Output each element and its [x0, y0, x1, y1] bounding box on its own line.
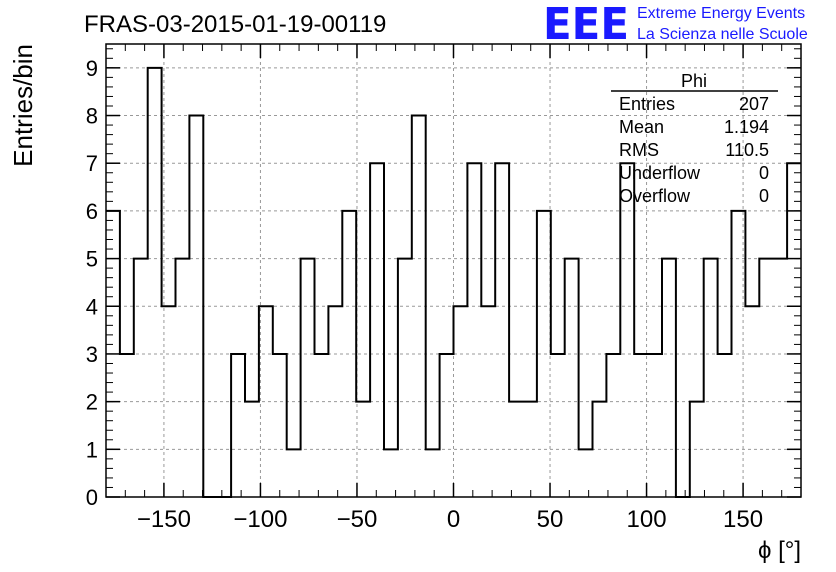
x-axis-label: ϕ [°]	[758, 537, 801, 564]
histogram-series	[106, 66, 801, 498]
stats-box: Phi Entries 207 Mean 1.194 RMS 110.5 Underflow…	[611, 71, 778, 206]
y-tick-label: 0	[86, 485, 98, 510]
grid-lines	[106, 44, 801, 497]
histogram-bin	[301, 259, 315, 497]
tick-labels: 0 1 2 3 4 5 6 7 8 9 −150 −100 −50 0 50 100 150	[86, 56, 763, 533]
histogram-bin	[745, 306, 759, 497]
histogram-bin	[495, 163, 509, 497]
y-tick-label: 5	[86, 247, 98, 272]
stats-row-value: 1.194	[724, 117, 769, 137]
chart-title: FRAS-03-2015-01-19-00119	[84, 11, 386, 38]
histogram-bin	[648, 354, 662, 497]
eee-logo: EEE Extreme Energy Events La Scienza nel…	[543, 0, 808, 50]
histogram-bin	[579, 449, 593, 497]
histogram-bin	[398, 259, 412, 497]
histogram-bin	[773, 259, 787, 497]
stats-row-label: Overflow	[619, 186, 691, 206]
histogram-bin	[176, 259, 190, 497]
histogram-bin	[148, 68, 162, 497]
y-tick-label: 2	[86, 390, 98, 415]
x-tick-label: −150	[137, 506, 191, 533]
y-tick-label: 6	[86, 199, 98, 224]
axis-ticks	[106, 44, 801, 498]
x-tick-label: 150	[723, 506, 763, 533]
x-tick-label: −50	[337, 506, 378, 533]
histogram-bin	[704, 259, 718, 497]
histogram-bin	[384, 449, 398, 497]
y-tick-label: 1	[86, 437, 98, 462]
x-tick-label: 0	[447, 506, 460, 533]
histogram-bin	[787, 163, 801, 497]
histogram-bin	[287, 449, 301, 497]
stats-row-label: Entries	[619, 94, 675, 114]
histogram-bin	[759, 259, 773, 497]
histogram-bin	[620, 163, 634, 497]
eee-logo-line1: Extreme Energy Events	[637, 5, 805, 22]
histogram-bin	[231, 354, 245, 497]
histogram-bin	[134, 259, 148, 497]
histogram-outline	[106, 66, 801, 498]
histogram-bin	[551, 354, 565, 497]
histogram-bin	[662, 259, 676, 497]
stats-row-label: Underflow	[619, 163, 701, 183]
histogram-bin	[634, 354, 648, 497]
stats-row-value: 207	[739, 94, 769, 114]
eee-logo-mark: EEE	[543, 0, 629, 50]
stats-row-value: 110.5	[725, 140, 769, 160]
stats-row-value: 0	[759, 186, 769, 206]
histogram-bin	[565, 259, 579, 497]
stats-row-value: 0	[759, 163, 769, 183]
y-tick-label: 3	[86, 342, 98, 367]
histogram-bin	[718, 354, 732, 497]
eee-logo-line2: La Scienza nelle Scuole	[637, 26, 808, 43]
y-tick-label: 9	[86, 56, 98, 81]
y-tick-label: 8	[86, 104, 98, 129]
histogram-bin	[120, 354, 134, 497]
histogram-bin	[315, 354, 329, 497]
stats-row-label: Mean	[619, 117, 664, 137]
histogram-bin	[467, 163, 481, 497]
x-tick-label: 100	[627, 506, 667, 533]
stats-row-label: RMS	[619, 140, 659, 160]
y-tick-label: 7	[86, 151, 98, 176]
stats-box-title: Phi	[681, 71, 707, 91]
histogram-bin	[426, 449, 440, 497]
histogram-bin	[370, 163, 384, 497]
y-tick-label: 4	[86, 294, 98, 319]
histogram-bin	[481, 306, 495, 497]
y-axis-label: Entries/bin	[8, 44, 38, 167]
histogram-bin	[273, 354, 287, 497]
histogram-bin	[440, 354, 454, 497]
histogram-bin	[606, 354, 620, 497]
x-tick-label: −100	[233, 506, 287, 533]
x-tick-label: 50	[537, 506, 564, 533]
